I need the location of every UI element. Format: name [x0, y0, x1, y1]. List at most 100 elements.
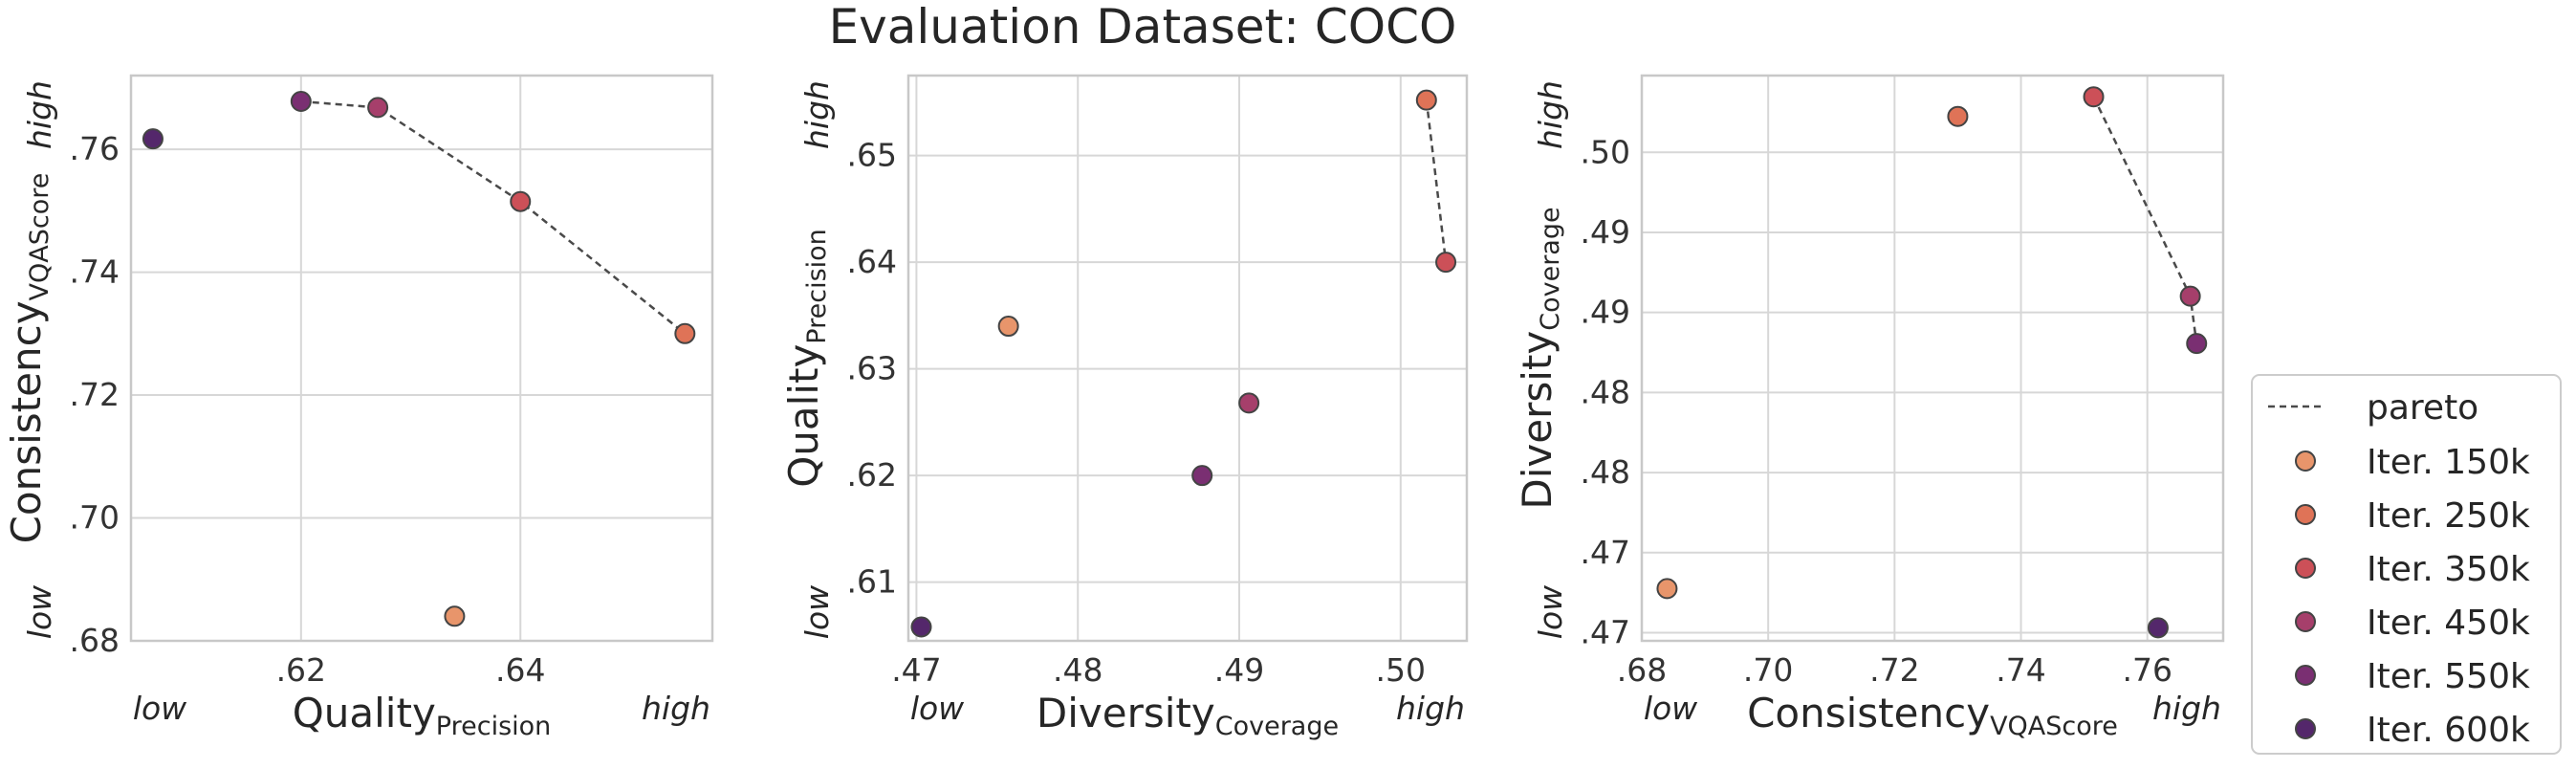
pareto-line — [300, 99, 687, 335]
y-tick-label: .49 — [1581, 213, 1630, 251]
y-low-label: low — [798, 584, 836, 639]
x-axis-label-main: Diversity — [1037, 690, 1215, 736]
x-axis-label-sub: VQAScore — [1990, 712, 2118, 741]
point-iter-250k — [674, 322, 696, 344]
y-tick-label: .48 — [1581, 373, 1630, 410]
y-axis-label-main: Diversity — [1514, 331, 1561, 510]
x-axis-label-sub: Precision — [436, 712, 551, 741]
legend-marker — [2295, 611, 2316, 632]
x-tick-label: .62 — [276, 651, 326, 689]
plot-frame — [129, 74, 714, 643]
y-axis-label-main: Quality — [780, 344, 827, 488]
x-low-label: low — [910, 690, 965, 727]
x-tick-label: .70 — [1743, 651, 1793, 689]
x-low-label: low — [1644, 690, 1698, 727]
point-iter-350k — [1435, 252, 1457, 274]
legend: pareto Iter. 150k Iter. 250k Iter. 350k Iter… — [2251, 374, 2562, 755]
subplot-2: .47 .48 .49 .50 .61 .62 .63 .64 .65 DiversityCove… — [780, 74, 1469, 741]
y-tick-label: .70 — [70, 499, 120, 537]
legend-item-label: Iter. 150k — [2367, 443, 2530, 482]
point-iter-550k — [2186, 333, 2208, 355]
point-iter-250k — [1415, 89, 1437, 111]
point-iter-600k — [910, 616, 932, 638]
x-axis-label: QualityPrecision — [293, 690, 552, 741]
point-iter-150k — [1656, 578, 1678, 600]
legend-item-label: Iter. 350k — [2367, 550, 2530, 589]
y-tick-label: .72 — [70, 376, 120, 413]
point-iter-450k — [1238, 392, 1260, 414]
point-iter-250k — [1947, 105, 1969, 127]
x-tick-label: .68 — [1617, 651, 1667, 689]
y-tick-label: .76 — [70, 130, 120, 167]
x-axis-label-main: Consistency — [1747, 690, 1990, 736]
y-low-label: low — [1532, 584, 1569, 639]
subplot-1: .62 .64 .68 .70 .72 .74 .76 QualityPrecision Con… — [3, 74, 714, 741]
y-tick-label: .65 — [847, 137, 897, 174]
y-tick-label: .47 — [1581, 534, 1630, 571]
x-axis-label: DiversityCoverage — [1037, 690, 1339, 741]
point-iter-550k — [1191, 465, 1213, 487]
y-axis-label-sub: Precision — [802, 229, 832, 343]
y-axis-label-sub: Coverage — [1536, 207, 1565, 330]
x-tick-label: .48 — [1053, 651, 1102, 689]
subplot-3: .68 .70 .72 .74 .76 .47 .47 .48 .48 .49 .49 .50 Cons… — [1514, 74, 2225, 741]
y-tick-label: .50 — [1581, 133, 1630, 170]
legend-item-label: Iter. 550k — [2367, 657, 2530, 696]
legend-marker — [2295, 558, 2316, 579]
y-tick-label: .74 — [70, 253, 120, 291]
y-tick-label: .47 — [1581, 613, 1630, 650]
y-axis-label: DiversityCoverage — [1514, 207, 1565, 509]
x-high-label: high — [1396, 690, 1465, 727]
x-axis-label-main: Quality — [293, 690, 436, 736]
legend-item-label: Iter. 450k — [2367, 604, 2530, 643]
legend-marker — [2295, 665, 2316, 686]
y-tick-label: .63 — [847, 350, 897, 387]
plot-frame — [906, 74, 1469, 643]
y-axis-label-main: Consistency — [3, 300, 50, 543]
y-low-label: low — [21, 584, 58, 639]
legend-marker — [2295, 718, 2316, 739]
y-axis-label-sub: VQAScore — [25, 173, 55, 301]
legend-box — [2251, 374, 2562, 755]
point-iter-550k — [290, 90, 312, 112]
point-iter-350k — [2083, 86, 2105, 108]
y-tick-label: .64 — [847, 243, 897, 280]
x-high-label: high — [642, 690, 710, 727]
y-tick-label: .48 — [1581, 453, 1630, 491]
y-high-label: high — [1532, 80, 1569, 149]
y-axis-label: ConsistencyVQAScore — [3, 173, 55, 544]
x-low-label: low — [133, 690, 187, 727]
x-axis-label: ConsistencyVQAScore — [1747, 690, 2118, 741]
pareto-line — [1425, 99, 1448, 263]
point-iter-150k — [444, 605, 466, 627]
point-iter-150k — [997, 316, 1019, 338]
legend-marker — [2295, 450, 2316, 472]
x-tick-label: .50 — [1376, 651, 1426, 689]
point-iter-450k — [367, 97, 389, 119]
x-axis-label-sub: Coverage — [1215, 712, 1339, 741]
x-tick-label: .49 — [1214, 651, 1264, 689]
x-tick-label: .74 — [1996, 651, 2045, 689]
y-tick-label: .49 — [1581, 294, 1630, 331]
y-high-label: high — [798, 80, 836, 149]
y-tick-label: .61 — [847, 563, 897, 601]
pareto-line — [2092, 96, 2198, 344]
x-tick-label: .72 — [1869, 651, 1919, 689]
legend-marker — [2295, 504, 2316, 525]
y-axis-label: QualityPrecision — [780, 229, 832, 488]
legend-item-label: Iter. 250k — [2367, 496, 2530, 536]
x-tick-label: .47 — [891, 651, 941, 689]
x-tick-label: .64 — [495, 651, 545, 689]
point-iter-350k — [510, 190, 532, 212]
x-high-label: high — [2152, 690, 2221, 727]
y-tick-label: .68 — [70, 622, 120, 659]
point-iter-600k — [2147, 617, 2169, 639]
figure-title: Evaluation Dataset: COCO — [829, 0, 1457, 55]
point-iter-600k — [142, 128, 164, 150]
plot-frame — [1640, 74, 2225, 643]
y-high-label: high — [21, 80, 58, 149]
point-iter-450k — [2179, 285, 2201, 307]
y-tick-label: .62 — [847, 456, 897, 494]
legend-pareto-label: pareto — [2367, 388, 2478, 428]
